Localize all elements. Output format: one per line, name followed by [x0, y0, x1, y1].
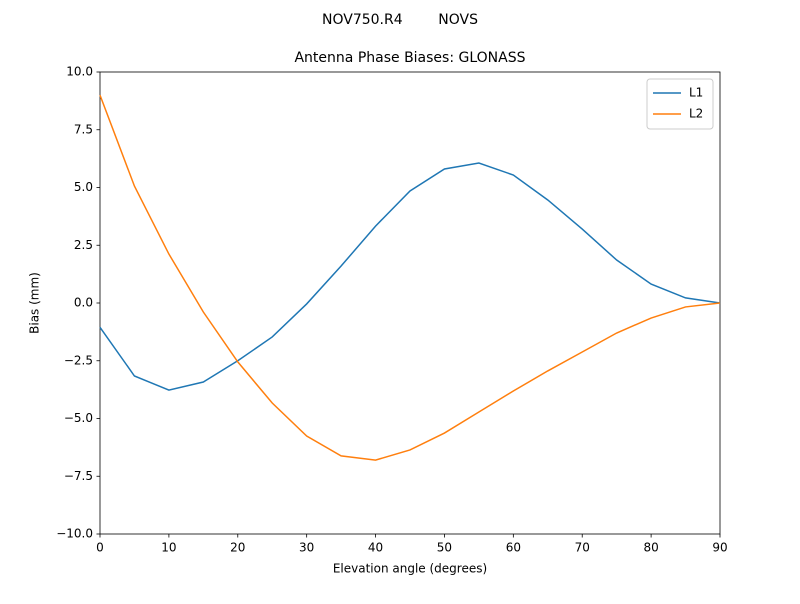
legend-label: L2	[689, 107, 703, 121]
x-tick-label: 70	[575, 541, 590, 555]
y-tick-label: −2.5	[64, 353, 93, 367]
y-tick-label: 10.0	[66, 65, 93, 79]
line-series	[99, 94, 721, 461]
x-tick-label: 60	[506, 541, 521, 555]
x-tick-label: 40	[368, 541, 383, 555]
x-tick-label: 30	[299, 541, 314, 555]
x-tick-label: 10	[161, 541, 176, 555]
axes-frame	[99, 71, 721, 535]
x-tick-label: 0	[96, 541, 104, 555]
x-tick-label: 20	[230, 541, 245, 555]
y-tick-label: −10.0	[56, 527, 93, 541]
y-tick-label: −7.5	[64, 469, 93, 483]
y-tick-label: 0.0	[74, 296, 93, 310]
legend-box	[646, 78, 714, 130]
y-tick-label: −5.0	[64, 411, 93, 425]
y-tick-label: 7.5	[74, 122, 93, 136]
line-series	[99, 162, 721, 391]
legend-label: L1	[689, 86, 703, 100]
x-tick-label: 90	[712, 541, 727, 555]
y-axis-label: Bias (mm)	[28, 272, 42, 334]
x-axis-label: Elevation angle (degrees)	[333, 562, 487, 576]
x-tick-label: 50	[437, 541, 452, 555]
chart-title: Antenna Phase Biases: GLONASS	[294, 50, 525, 66]
y-tick-label: 5.0	[74, 180, 93, 194]
y-tick-label: 2.5	[74, 238, 93, 252]
x-tick-label: 80	[643, 541, 658, 555]
suptitle: NOV750.R4 NOVS	[322, 12, 478, 28]
